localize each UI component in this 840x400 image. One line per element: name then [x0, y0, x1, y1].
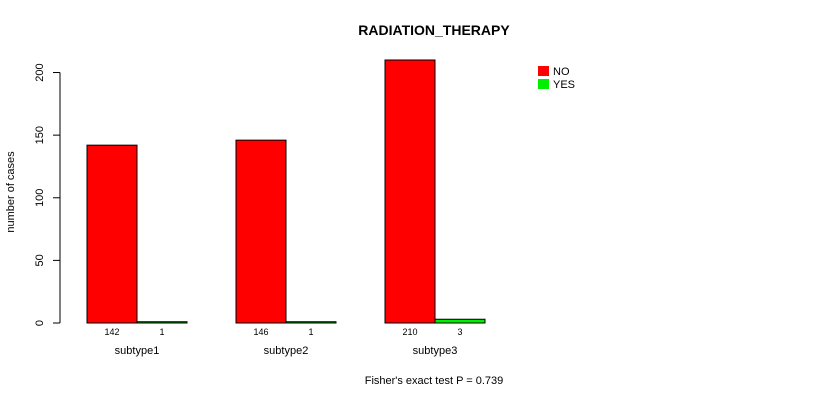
legend-label-yes: YES [553, 79, 575, 91]
legend-swatch-yes [538, 79, 549, 89]
y-tick-label: 50 [34, 254, 46, 266]
y-tick-label: 200 [34, 63, 46, 81]
bars [86, 59, 486, 324]
bar-value-label: 142 [104, 327, 119, 337]
y-axis-label: number of cases [5, 151, 17, 233]
legend-swatch-no [538, 66, 549, 76]
bar-yes [136, 321, 188, 324]
bar-yes [434, 318, 486, 324]
y-tick-label: 100 [34, 189, 46, 207]
chart-title: RADIATION_THERAPY [358, 22, 510, 38]
category-label: subtype3 [413, 345, 458, 357]
y-axis: 0 50 100 150 200 [34, 63, 61, 326]
bar-no [384, 59, 436, 324]
bar-value-label: 3 [457, 327, 462, 337]
y-tick-label: 150 [34, 126, 46, 144]
bar-value-label: 1 [159, 327, 164, 337]
category-label: subtype1 [115, 345, 160, 357]
bar-no [86, 144, 138, 324]
value-labels: 142 1 146 1 210 3 [104, 327, 462, 337]
bar-value-label: 1 [308, 327, 313, 337]
bar-value-label: 146 [253, 327, 268, 337]
bar-yes [285, 321, 337, 324]
footnote: Fisher's exact test P = 0.739 [365, 375, 504, 387]
category-label: subtype2 [264, 345, 309, 357]
legend-label-no: NO [553, 66, 570, 78]
bar-value-label: 210 [402, 327, 417, 337]
bar-no [235, 139, 287, 324]
category-labels: subtype1 subtype2 subtype3 [115, 345, 458, 357]
y-tick-label: 0 [34, 320, 46, 326]
